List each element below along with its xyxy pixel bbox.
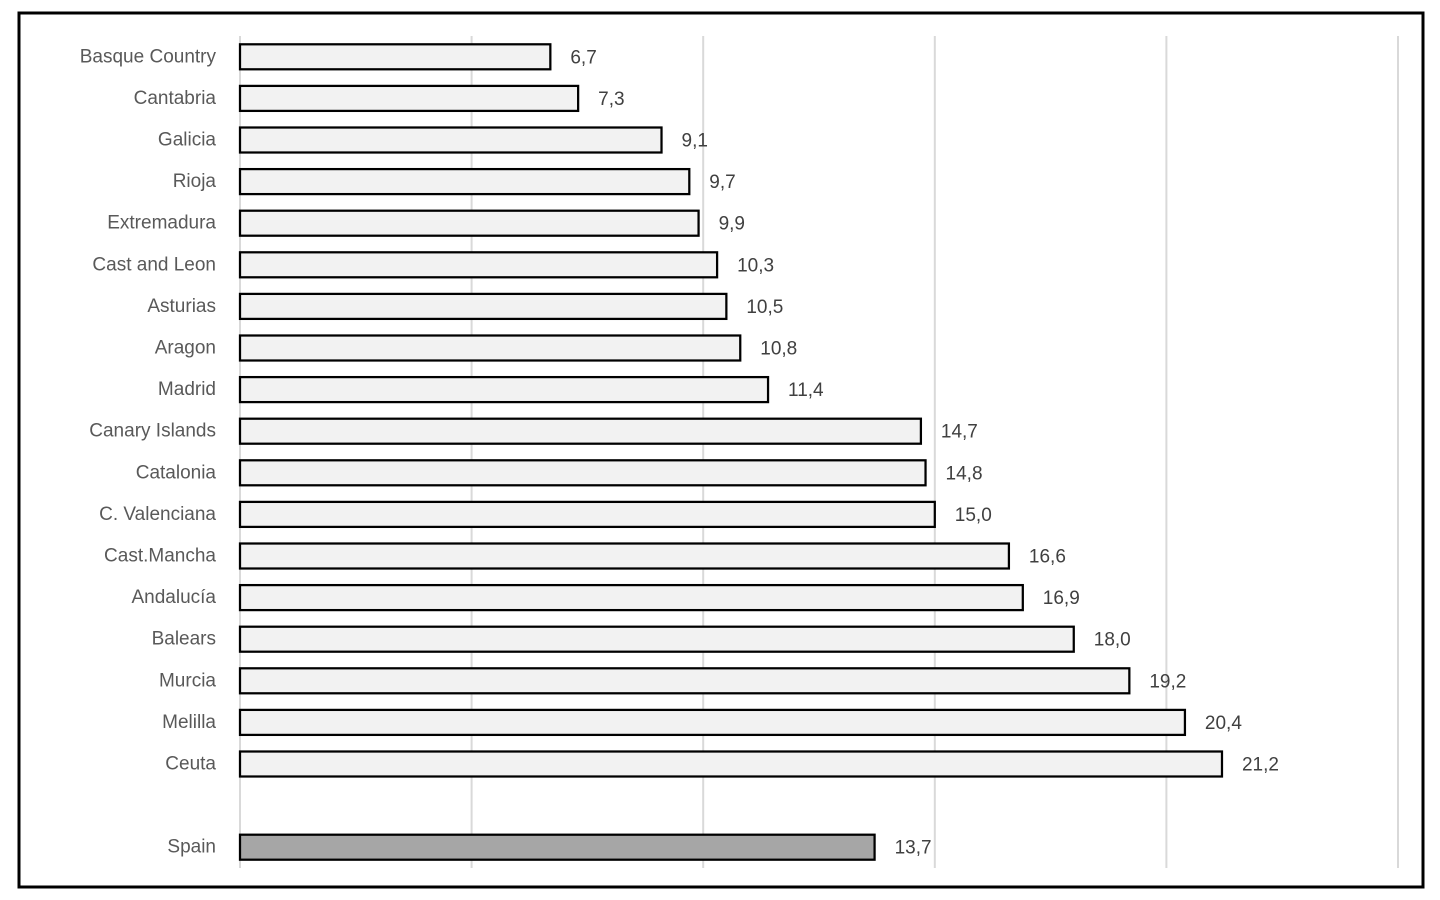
bar-c-valenciana: [238, 500, 936, 529]
category-label: Madrid: [158, 379, 216, 400]
bar-balears: [238, 625, 1075, 653]
category-label: C. Valenciana: [99, 504, 216, 525]
category-label: Melilla: [162, 712, 216, 733]
bar-cast-and-leon: [238, 251, 719, 279]
value-label: 10,3: [737, 255, 774, 276]
value-label: 7,3: [598, 89, 624, 110]
value-label: 14,7: [941, 422, 978, 443]
value-label: 16,6: [1029, 547, 1066, 568]
bar-rioja: [238, 167, 691, 196]
bar-spain: [238, 833, 876, 861]
bar-madrid: [238, 375, 770, 404]
category-label: Andalucía: [131, 587, 216, 608]
value-label: 10,5: [746, 297, 783, 318]
category-label: Aragon: [155, 338, 216, 359]
category-label: Basque Country: [80, 46, 217, 67]
value-label: 9,7: [709, 172, 735, 193]
category-label: Cantabria: [134, 88, 217, 109]
category-label: Cast.Mancha: [104, 546, 216, 567]
bar-galicia: [238, 126, 663, 154]
value-label: 10,8: [760, 339, 797, 360]
value-label: 18,0: [1094, 630, 1131, 651]
bar-ceuta: [238, 750, 1224, 778]
bar-extremadura: [238, 209, 700, 237]
bar-aragon: [238, 334, 742, 362]
labels: Basque Country 6,7 Cantabria 7,3 Galicia 9,1 R…: [80, 46, 1279, 858]
value-label: 11,4: [788, 380, 824, 401]
category-label: Ceuta: [165, 754, 216, 775]
category-label: Murcia: [159, 670, 216, 691]
bar-asturias: [238, 292, 728, 321]
bars: [238, 43, 1224, 861]
bar-basque-country: [238, 43, 552, 71]
value-label: 6,7: [570, 47, 596, 68]
category-label: Balears: [152, 629, 216, 650]
value-label: 20,4: [1205, 713, 1242, 734]
bar-melilla: [238, 708, 1187, 737]
category-label: Spain: [167, 837, 216, 858]
value-label: 13,7: [895, 838, 932, 859]
bar-catalonia: [238, 459, 927, 487]
value-label: 14,8: [946, 463, 983, 484]
category-label: Galicia: [158, 130, 217, 151]
category-label: Catalonia: [136, 462, 217, 483]
bar-cast-mancha: [238, 542, 1011, 570]
chart-frame-border: [17, 11, 1425, 889]
bar-cantabria: [238, 84, 580, 113]
bar-andaluc-a: [238, 583, 1024, 612]
bar-murcia: [238, 667, 1131, 695]
category-label: Cast and Leon: [92, 254, 216, 275]
category-label: Rioja: [173, 171, 217, 192]
value-label: 15,0: [955, 505, 992, 526]
value-label: 19,2: [1149, 671, 1186, 692]
value-label: 21,2: [1242, 755, 1279, 776]
value-label: 16,9: [1043, 588, 1080, 609]
category-label: Canary Islands: [89, 421, 216, 442]
bar-canary-islands: [238, 417, 923, 445]
category-label: Extremadura: [107, 213, 216, 234]
value-label: 9,9: [719, 214, 745, 235]
value-label: 9,1: [682, 131, 708, 152]
category-label: Asturias: [147, 296, 216, 317]
gridlines: [239, 36, 1399, 868]
